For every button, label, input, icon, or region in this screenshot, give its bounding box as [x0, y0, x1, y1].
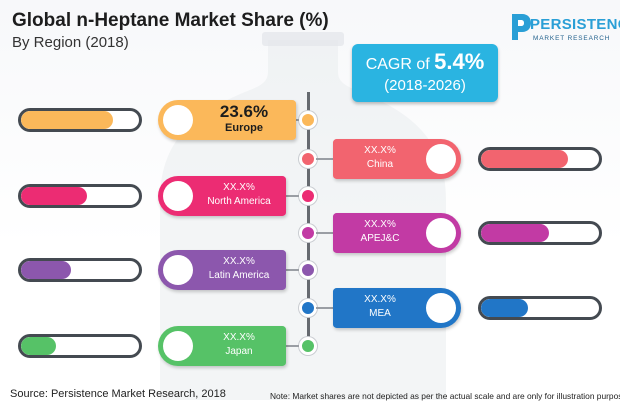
bar-japan — [21, 337, 57, 355]
bar-latin-america — [21, 261, 71, 279]
region-tab-apej-c: XX.X% APEJ&C — [333, 213, 461, 253]
cagr-value: 5.4% — [434, 49, 485, 74]
region-tab-china: XX.X% China — [333, 139, 461, 179]
logo-name: PERSISTENCE — [530, 16, 620, 33]
category-label-china: China — [366, 159, 394, 170]
timeline-dot-china — [299, 150, 317, 168]
category-label-north-america: North America — [207, 196, 271, 207]
bar-mea — [481, 299, 529, 317]
bar-apej-c — [481, 224, 550, 242]
category-label-europe: Europe — [225, 122, 263, 134]
bar-north-america — [21, 187, 88, 205]
source-text: Source: Persistence Market Research, 201… — [10, 388, 226, 400]
value-label-north-america: XX.X% — [223, 182, 255, 193]
region-tab-europe: 23.6% Europe — [158, 100, 296, 140]
tab-circle — [163, 105, 193, 135]
timeline-dot-europe — [299, 111, 317, 129]
bar-china — [481, 150, 569, 168]
connector-north-america — [286, 195, 299, 197]
tab-circle — [163, 331, 193, 361]
connector-japan — [286, 345, 299, 347]
category-label-latin-america: Latin America — [208, 270, 270, 281]
connector-mea — [316, 307, 333, 309]
bar-track-china — [478, 147, 602, 171]
bar-track-japan — [18, 334, 142, 358]
region-tab-japan: XX.X% Japan — [158, 326, 286, 366]
timeline-line — [307, 92, 310, 354]
value-label-europe: 23.6% — [219, 102, 269, 121]
bar-track-apej-c — [478, 221, 602, 245]
cagr-headline: CAGR of 5.4% — [352, 49, 498, 75]
tab-circle — [163, 181, 193, 211]
bar-track-latin-america — [18, 258, 142, 282]
cagr-box: CAGR of 5.4% (2018-2026) — [352, 44, 498, 102]
chart-subtitle: By Region (2018) — [12, 34, 129, 51]
timeline-dot-latin-america — [299, 261, 317, 279]
region-tab-latin-america: XX.X% Latin America — [158, 250, 286, 290]
bar-track-mea — [478, 296, 602, 320]
logo-mark — [512, 14, 531, 40]
region-tab-mea: XX.X% MEA — [333, 288, 461, 328]
tab-circle — [426, 144, 456, 174]
tab-circle — [163, 255, 193, 285]
value-label-mea: XX.X% — [364, 294, 396, 305]
bar-track-north-america — [18, 184, 142, 208]
connector-latin-america — [286, 269, 299, 271]
category-label-japan: Japan — [225, 346, 253, 357]
timeline-dot-japan — [299, 337, 317, 355]
value-label-apej-c: XX.X% — [364, 219, 396, 230]
category-label-apej-c: APEJ&C — [360, 233, 400, 244]
value-label-japan: XX.X% — [223, 332, 255, 343]
cagr-period: (2018-2026) — [384, 77, 466, 94]
bar-europe — [21, 111, 114, 129]
timeline-dot-north-america — [299, 187, 317, 205]
value-label-latin-america: XX.X% — [223, 256, 255, 267]
category-label-mea: MEA — [369, 308, 391, 319]
logo-tagline: MARKET RESEARCH — [533, 35, 611, 42]
connector-china — [316, 158, 333, 160]
region-tab-north-america: XX.X% North America — [158, 176, 286, 216]
note-text: Note: Market shares are not depicted as … — [270, 391, 620, 401]
timeline-dot-mea — [299, 299, 317, 317]
chart-title: Global n-Heptane Market Share (%) — [12, 10, 329, 31]
value-label-china: XX.X% — [364, 145, 396, 156]
connector-apej-c — [316, 232, 333, 234]
tab-circle — [426, 293, 456, 323]
bar-track-europe — [18, 108, 142, 132]
cagr-prefix: CAGR of — [365, 56, 435, 73]
tab-circle — [426, 218, 456, 248]
timeline-dot-apej-c — [299, 224, 317, 242]
connector-europe — [296, 119, 299, 121]
